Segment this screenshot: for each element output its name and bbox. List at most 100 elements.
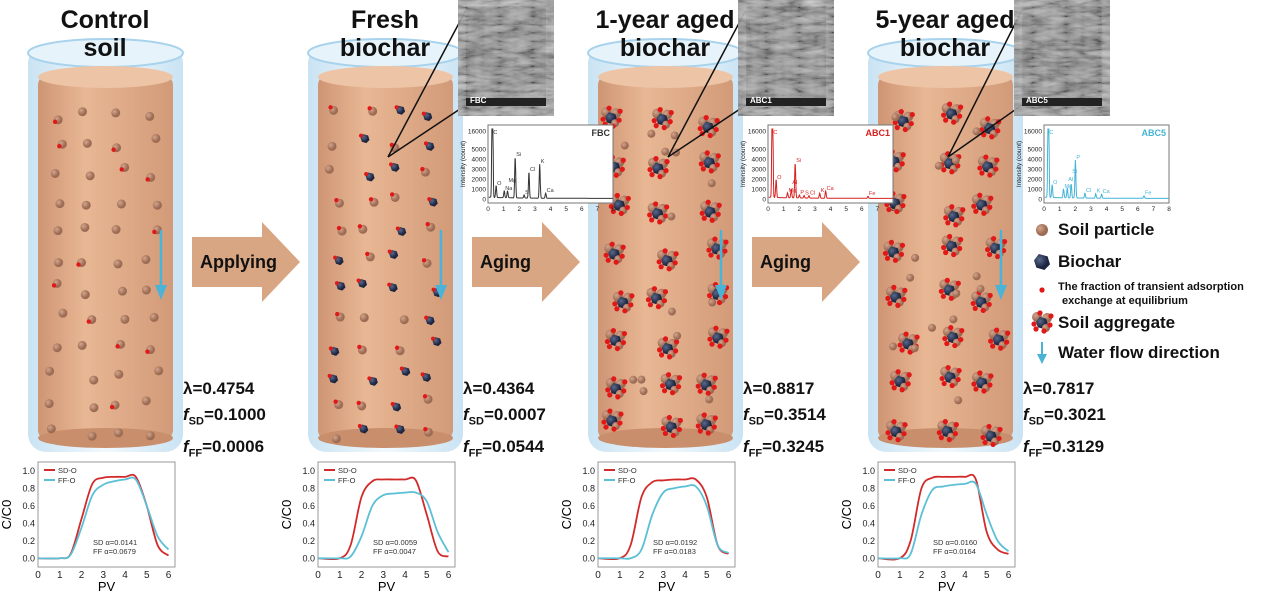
adsorption-dot — [945, 220, 951, 226]
adsorption-dot — [334, 198, 339, 203]
adsorption-dot — [971, 203, 977, 209]
y-tick-label: 0.4 — [862, 518, 875, 528]
sd-subscript: SD — [1028, 415, 1044, 428]
y-tick-label: 0.0 — [862, 553, 875, 563]
eds-ytick: 3000 — [1028, 167, 1043, 174]
zoom-line — [387, 9, 467, 158]
adsorption-dot — [612, 301, 618, 307]
breakthrough-chart-1: 0.0 0.2 0.4 0.6 0.8 1.0 0 1 2 3 4 5 6 PV C/C0 SD-OFF-O S… — [279, 461, 456, 594]
eds-xtick: 5 — [844, 206, 848, 213]
adsorption-dot — [618, 210, 624, 217]
x-axis-label: PV — [938, 579, 956, 594]
adsorption-dot — [52, 119, 58, 125]
adsorption-dot — [661, 388, 668, 394]
adsorption-dot — [900, 202, 906, 209]
title-line: Control — [60, 6, 150, 34]
soil-particle — [667, 307, 676, 316]
adsorption-dot — [959, 216, 965, 222]
adsorption-dot — [988, 195, 994, 201]
adsorption-dot — [711, 384, 717, 390]
adsorption-dot — [111, 147, 116, 152]
adsorption-dot — [711, 424, 717, 430]
eds-ytick: 1000 — [752, 187, 767, 194]
soil-aggregate — [892, 108, 915, 133]
soil-particle — [85, 171, 95, 181]
soil-particle — [331, 434, 341, 444]
soil-aggregate — [889, 369, 912, 393]
soil-column-0 — [27, 38, 184, 452]
adsorption-dot — [389, 142, 395, 148]
adsorption-dot — [666, 414, 672, 421]
adsorption-dot — [657, 107, 663, 113]
water-flow-arrowhead — [715, 285, 727, 300]
adsorption-dot — [613, 172, 619, 178]
adsorption-dot — [660, 425, 666, 432]
eds-ytick: 1000 — [1028, 187, 1043, 194]
x-tick-label: 0 — [35, 570, 41, 581]
adsorption-dot — [624, 204, 630, 211]
ff-subscript: FF — [748, 447, 763, 460]
eds-xtick: 8 — [891, 206, 895, 213]
adsorption-dot — [653, 123, 659, 129]
adsorption-dot — [946, 437, 952, 443]
eds-ytick: 5000 — [752, 147, 767, 154]
x-tick-label: 5 — [144, 570, 150, 581]
particles — [324, 105, 443, 444]
adsorption-dot — [661, 125, 667, 131]
adsorption-dot — [898, 108, 904, 115]
adsorption-dot — [977, 370, 983, 376]
x-axis-label: PV — [98, 579, 116, 594]
adsorption-dot — [893, 167, 899, 173]
soil-fill — [38, 75, 173, 440]
y-tick-label: 0.6 — [22, 501, 35, 511]
adsorption-dot — [647, 167, 653, 173]
adsorption-dot — [616, 117, 622, 123]
adsorption-dot — [958, 336, 964, 343]
adsorption-dot — [427, 197, 432, 202]
adsorption-dot — [421, 258, 427, 263]
soil-particle — [113, 259, 123, 269]
adsorption-dot — [607, 392, 613, 398]
soil-particle — [80, 222, 90, 232]
soil-particle — [89, 375, 99, 385]
y-tick-label: 0.2 — [582, 536, 595, 546]
eds-xtick: 6 — [580, 206, 584, 213]
adsorption-dot — [600, 116, 606, 122]
f-ff-value: fFF=0.0544 — [463, 434, 546, 466]
adsorption-dot — [707, 132, 713, 139]
adsorption-dot — [987, 382, 993, 388]
adsorption-dot — [948, 324, 954, 331]
adsorption-dot — [944, 277, 950, 283]
adsorption-dot — [982, 439, 988, 446]
adsorption-dot — [907, 349, 913, 355]
adsorption-dot — [709, 341, 715, 347]
eds-xtick: 8 — [1167, 206, 1171, 213]
adsorption-dot — [423, 426, 428, 432]
adsorption-dot — [996, 435, 1002, 442]
x-tick-label: 6 — [726, 570, 732, 581]
adsorption-dot — [956, 367, 962, 374]
soil-particle — [87, 431, 97, 441]
soil-aggregate — [943, 204, 966, 228]
soil-aggregate — [651, 107, 674, 131]
adsorption-dot — [389, 162, 394, 167]
eds-peak-label: Cl — [530, 167, 535, 173]
adsorption-dot — [698, 161, 704, 167]
eds-peak-label: K — [541, 159, 545, 165]
eds-xtick: 7 — [596, 206, 600, 213]
eds-peak-label: S — [805, 191, 809, 197]
soil-particle — [891, 113, 900, 122]
adsorption-dot — [672, 348, 679, 354]
fit-parameters: λ=0.7817 fSD=0.3021 fFF=0.3129 — [1023, 376, 1106, 467]
water-flow-arrowhead — [995, 285, 1007, 300]
title-line: biochar — [619, 34, 711, 62]
soil-particle — [145, 111, 155, 121]
adsorption-dot — [611, 376, 617, 382]
adsorption-dot — [358, 133, 363, 138]
sd-subscript: SD — [468, 415, 484, 428]
adsorption-dot — [356, 400, 361, 406]
eds-ytick: 4000 — [1028, 157, 1043, 164]
adsorption-dot — [619, 166, 625, 172]
adsorption-dot — [663, 213, 669, 219]
x-tick-label: 2 — [359, 570, 365, 581]
